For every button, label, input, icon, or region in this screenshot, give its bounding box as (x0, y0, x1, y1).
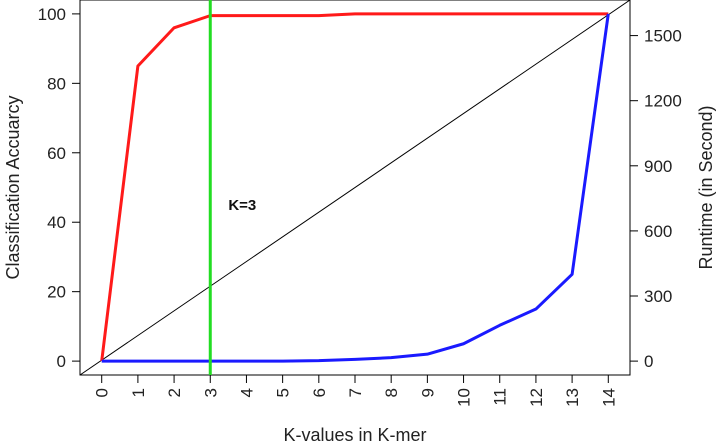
y-right-tick-label: 600 (644, 222, 672, 241)
accuracy-series-line (100, 12, 609, 362)
x-tick-label: 5 (274, 388, 293, 397)
x-tick-label: 4 (237, 388, 256, 397)
y-left-tick-label: 40 (47, 213, 66, 232)
x-tick-label: 11 (491, 388, 510, 406)
x-tick-label: 13 (563, 388, 582, 407)
y-right-tick-label: 900 (644, 157, 672, 176)
y-right-tick-label: 1500 (644, 27, 682, 46)
x-tick-label: 3 (201, 388, 220, 397)
x-tick-label: 12 (527, 388, 546, 407)
y-left-tick-label: 60 (47, 144, 66, 163)
x-tick-label: 8 (382, 388, 401, 397)
x-tick-label: 1 (129, 388, 148, 397)
y-left-tick-label: 20 (47, 283, 66, 302)
x-tick-label: 9 (418, 388, 437, 397)
y-left-tick-label: 0 (57, 352, 66, 371)
runtime-series-line (101, 13, 610, 363)
y-axis-left-title: Classification Accuarcy (3, 95, 23, 279)
x-tick-label: 14 (599, 388, 618, 407)
reference-diagonal-line (79, 0, 631, 376)
y-right-tick-label: 1200 (644, 92, 682, 111)
axis-ticks: 0 1 2 3 4 5 6 7 8 9 10 11 12 13 1402040608010003006009… (38, 5, 682, 407)
y-left-tick-label: 100 (38, 5, 66, 24)
series-group (79, 0, 631, 376)
y-right-tick-label: 300 (644, 287, 672, 306)
x-tick-label: 10 (455, 388, 474, 407)
y-axis-right-title: Runtime (in Second) (696, 105, 716, 269)
x-tick-label: 7 (346, 388, 365, 397)
y-left-tick-label: 80 (47, 74, 66, 93)
x-axis-title: K-values in K-mer (283, 425, 426, 445)
y-right-tick-label: 0 (644, 352, 653, 371)
x-tick-label: 0 (93, 388, 112, 397)
annotation-label: K=3 (228, 197, 256, 214)
x-tick-label: 6 (310, 388, 329, 397)
x-tick-label: 2 (165, 388, 184, 397)
